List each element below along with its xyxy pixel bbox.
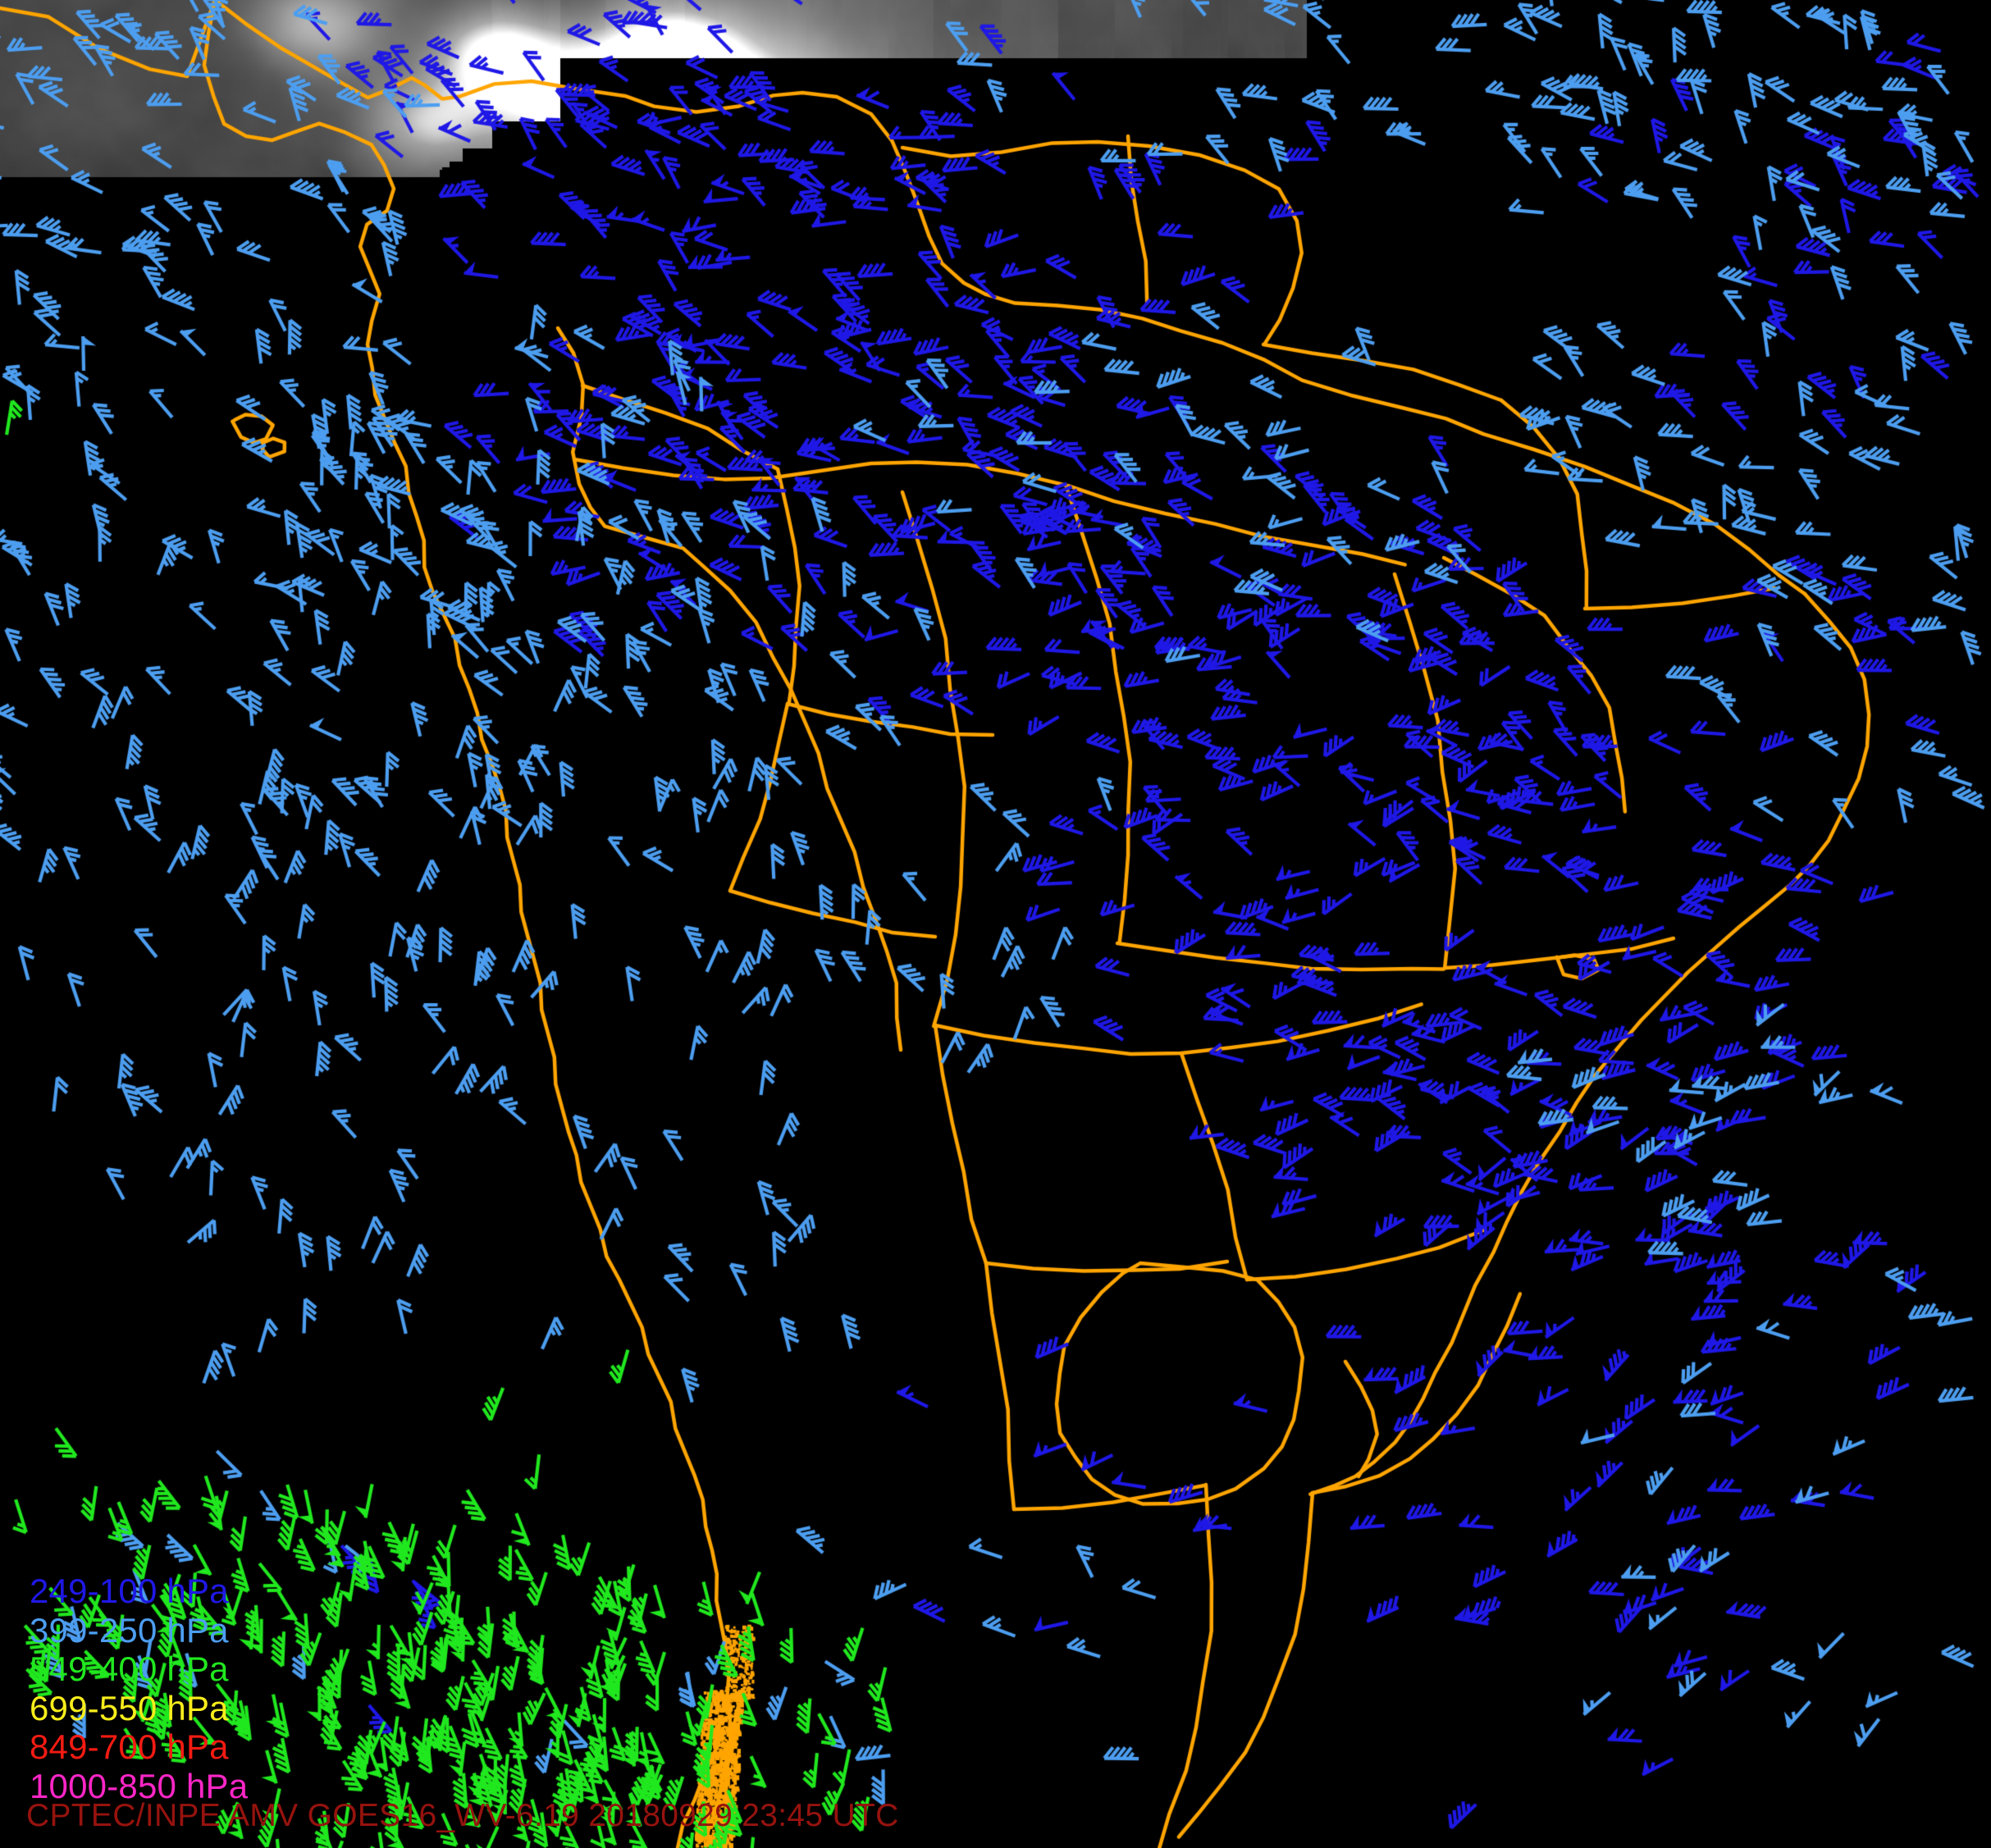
pressure-level-legend: 249-100 hPa 399-250 hPa 549-400 hPa 699-… — [30, 1572, 248, 1805]
legend-entry-1000-850: 1000-850 hPa — [30, 1766, 249, 1805]
credit-caption: CPTEC/INPE AMV GOES16_WV-6.19 20180929 2… — [26, 1798, 899, 1833]
legend-entry-399-250: 399-250 hPa — [30, 1610, 229, 1650]
legend-entry-699-550: 699-550 hPa — [30, 1688, 229, 1727]
legend-entry-249-100: 249-100 hPa — [30, 1572, 229, 1610]
legend-entry-849-700: 849-700 hPa — [30, 1727, 229, 1766]
legend-entry-549-400: 549-400 hPa — [30, 1650, 229, 1688]
